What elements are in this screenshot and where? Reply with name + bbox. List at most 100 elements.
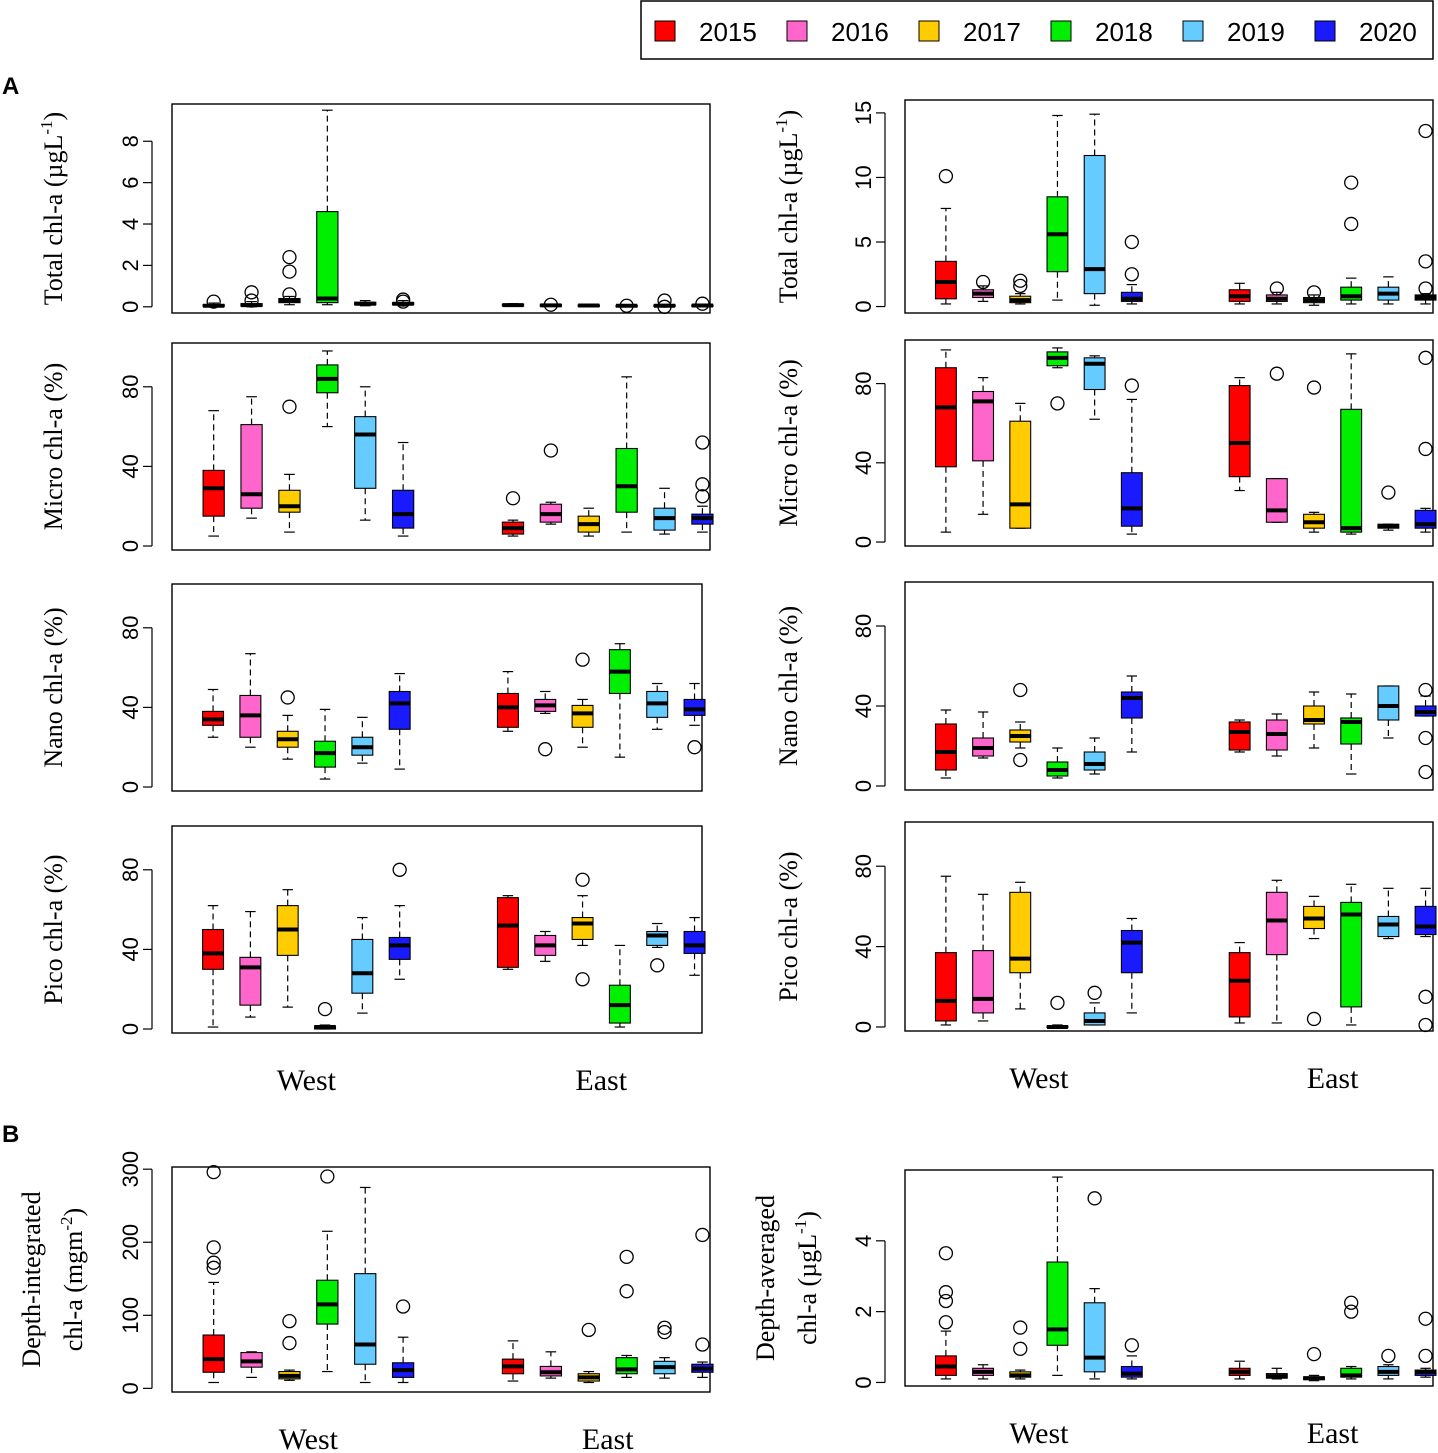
box-2020: [391, 292, 415, 309]
legend-swatch: [918, 20, 940, 42]
outlier-point: [1013, 752, 1028, 768]
box-2017: [1009, 682, 1032, 768]
box-2020: [1414, 887, 1437, 1033]
outlier-point: [1381, 485, 1396, 500]
box-2018: [1046, 114, 1069, 301]
outlier-point: [282, 249, 297, 265]
box-2015: [934, 709, 957, 779]
box-iqr: [202, 1334, 225, 1373]
box-iqr: [1083, 1012, 1106, 1026]
box-2018: [608, 944, 631, 1028]
legend-label: 2019: [1227, 17, 1285, 47]
box-2016: [1265, 1367, 1288, 1380]
outlier-point: [395, 1299, 411, 1314]
box-iqr: [1120, 929, 1143, 974]
outlier-point: [1381, 1348, 1396, 1364]
box-2019: [1377, 276, 1400, 305]
outlier-point: [1418, 1311, 1433, 1326]
panel-B-right-averaged: 0 2 4 Depth-averaged chl-a (µgL-1) West East: [751, 1169, 1437, 1450]
box-iqr: [972, 950, 995, 1014]
box-2017: [1303, 380, 1325, 533]
box-2017: [577, 507, 600, 537]
box-2016: [534, 690, 557, 757]
outlier-point: [1418, 350, 1433, 365]
box-2017: [278, 399, 301, 533]
outlier-point: [282, 1335, 297, 1351]
panel-A-left-pico: 0 40 80 Pico chl-a (%) West East: [39, 825, 706, 1097]
outlier-point: [543, 297, 559, 312]
box-iqr: [351, 938, 374, 994]
y-axis-label: Depth-averaged: [751, 1195, 780, 1361]
box-2020: [1414, 1311, 1437, 1378]
outlier-point: [244, 293, 259, 308]
box-2017: [1009, 402, 1032, 529]
outlier-point: [575, 872, 590, 887]
outlier-point: [1013, 682, 1028, 698]
outlier-point: [695, 296, 710, 311]
box-2020: [1120, 917, 1143, 1014]
outlier-point: [206, 1255, 221, 1270]
box-2019: [351, 916, 374, 1014]
y-axis-label: Pico chl-a (%): [39, 854, 68, 1004]
box-2020: [1120, 675, 1143, 753]
outlier-point: [1306, 1346, 1322, 1362]
outlier-point: [282, 1313, 297, 1329]
box-2020: [1414, 123, 1437, 305]
outlier-point: [695, 477, 710, 492]
box-2015: [934, 875, 957, 1026]
outlier-point: [1306, 285, 1322, 300]
outlier-point: [687, 740, 702, 755]
box-2017: [571, 652, 594, 748]
outlier-point: [392, 862, 407, 877]
plot-frame: [171, 103, 711, 314]
box-2016: [972, 1364, 995, 1380]
outlier-point: [938, 169, 954, 184]
outlier-point: [1013, 273, 1028, 288]
group-label-east: East: [1307, 1417, 1359, 1450]
y-axis-label: Pico chl-a (%): [774, 851, 803, 1001]
box-2015: [1228, 719, 1251, 753]
outlier-point: [1418, 1017, 1433, 1033]
panel-B-left-integrated: 0 100 200 300 Depth-integrated chl-a (mgm-2) W…: [17, 1151, 714, 1453]
group-label-west: West: [279, 1423, 339, 1453]
box-iqr: [240, 424, 263, 509]
box-iqr: [1414, 905, 1437, 936]
box-iqr: [202, 469, 225, 517]
legend-swatch: [654, 20, 676, 42]
outlier-point: [282, 287, 297, 302]
box-2017: [278, 1313, 301, 1381]
y-tick-label: 300: [118, 1151, 143, 1188]
box-iqr: [354, 416, 377, 489]
outlier-point: [619, 1284, 634, 1299]
box-2017: [1303, 1346, 1325, 1382]
y-tick-label: 0: [118, 1382, 143, 1394]
box-2018: [314, 708, 337, 780]
outlier-point: [543, 443, 559, 458]
box-2018: [1046, 995, 1069, 1029]
box-2018: [608, 643, 631, 758]
y-tick-label: 80: [851, 371, 876, 395]
box-2016: [1265, 713, 1288, 757]
legend-item-2019: 2019: [1182, 17, 1285, 47]
box-iqr: [1265, 478, 1288, 523]
box-2020: [1414, 350, 1437, 533]
box-2016: [1265, 281, 1288, 305]
outlier-point: [581, 1322, 596, 1338]
outlier-point: [619, 1249, 634, 1265]
box-2019: [354, 299, 377, 307]
outlier-point: [317, 1001, 333, 1017]
outlier-point: [657, 293, 672, 308]
box-iqr: [1083, 1302, 1106, 1373]
box-2017: [1009, 273, 1032, 305]
plot-frame: [171, 342, 711, 551]
outlier-point: [695, 1337, 710, 1352]
plot-frame: [171, 583, 703, 792]
box-2015: [1228, 941, 1251, 1024]
outlier-point: [938, 1285, 954, 1300]
box-2015: [934, 1246, 957, 1380]
legend-label: 2020: [1359, 17, 1417, 47]
outlier-point: [1418, 254, 1433, 269]
box-2015: [1228, 1360, 1251, 1380]
outlier-point: [1418, 1348, 1433, 1364]
y-tick-label: 0: [851, 300, 876, 312]
